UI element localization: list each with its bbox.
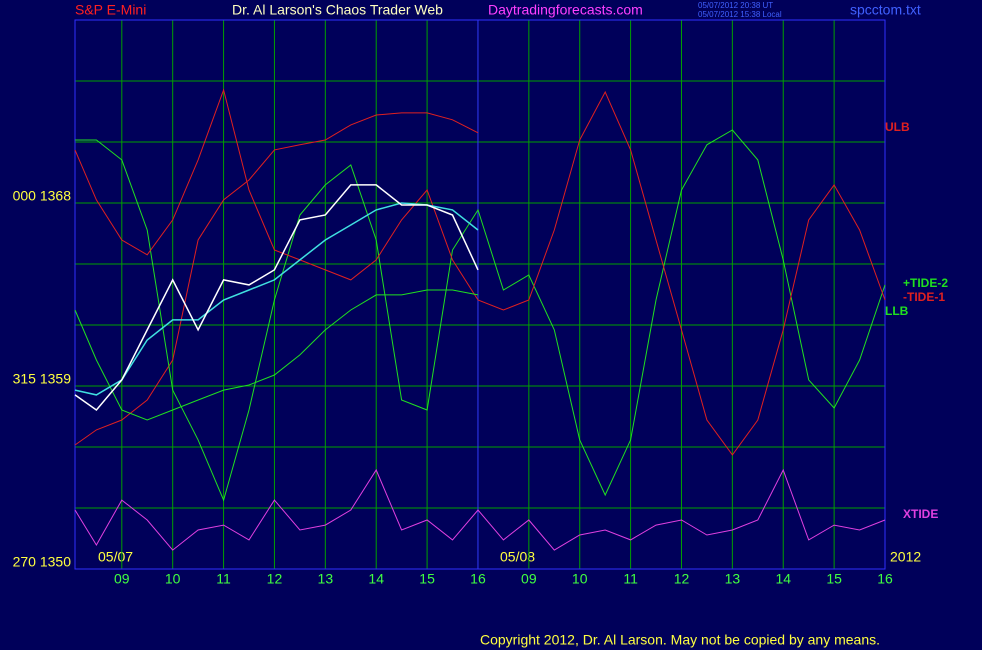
- series-line: [75, 129, 886, 502]
- timestamp: 05/07/2012 20:38 UT: [698, 1, 773, 10]
- x-tick-label: 11: [216, 571, 231, 587]
- chart-title: S&P E-Mini: [75, 2, 146, 18]
- x-tick-label: 15: [419, 571, 435, 587]
- series-line: [74, 289, 479, 421]
- x-tick-label: 13: [318, 571, 334, 587]
- legend-entry: +TIDE-2: [903, 276, 948, 290]
- series-line: [74, 202, 479, 396]
- legend-entry: XTIDE: [903, 507, 938, 521]
- x-tick-label: 16: [470, 571, 486, 587]
- x-tick-label: 11: [623, 571, 638, 587]
- legend-entry: LLB: [885, 304, 909, 318]
- x-tick-label: 15: [826, 571, 842, 587]
- file-name: spcctom.txt: [850, 2, 921, 18]
- date-label: 05/08: [500, 549, 535, 565]
- chart-subtitle: Dr. Al Larson's Chaos Trader Web: [232, 2, 443, 18]
- x-tick-label: 12: [674, 571, 690, 587]
- x-tick-label: 09: [114, 571, 130, 587]
- series-line: [74, 112, 479, 446]
- x-tick-label: 14: [775, 571, 791, 587]
- copyright: Copyright 2012, Dr. Al Larson. May not b…: [480, 632, 880, 648]
- timestamp: 05/07/2012 15:38 Local: [698, 10, 782, 19]
- series-line: [74, 468, 886, 551]
- y-tick-label: 315 1359: [13, 371, 72, 387]
- x-tick-label: 09: [521, 571, 537, 587]
- series-line: [74, 184, 479, 412]
- y-tick-label: 000 1368: [13, 188, 72, 204]
- x-tick-label: 14: [368, 571, 384, 587]
- x-tick-label: 10: [165, 571, 181, 587]
- legend-entry: ULB: [885, 120, 910, 134]
- legend-entry: -TIDE-1: [903, 290, 945, 304]
- y-tick-label: 270 1350: [13, 554, 72, 570]
- x-tick-label: 12: [267, 571, 283, 587]
- date-label: 2012: [890, 549, 921, 565]
- x-tick-label: 16: [877, 571, 893, 587]
- date-label: 05/07: [98, 549, 133, 565]
- site: Daytradingforecasts.com: [488, 2, 643, 18]
- series-line: [74, 88, 886, 456]
- x-tick-label: 13: [725, 571, 741, 587]
- x-tick-label: 10: [572, 571, 588, 587]
- plot-border: [74, 19, 886, 570]
